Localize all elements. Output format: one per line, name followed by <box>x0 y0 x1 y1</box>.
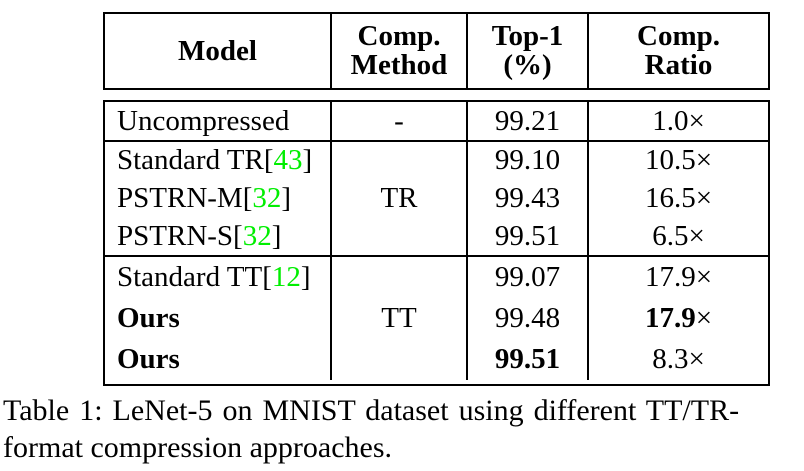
ratio-value: 10.5× <box>644 144 713 177</box>
ratio-value: 8.3× <box>652 343 705 375</box>
method-value: - <box>394 104 404 137</box>
top1-value: 99.07 <box>494 261 561 293</box>
top1-cell: 99.21 <box>468 102 589 140</box>
top1-cell: 99.10 99.43 99.51 <box>468 142 589 255</box>
ratio-cell: 17.9× 17.9× 8.3× <box>589 257 768 380</box>
section-tr: Standard TR[43] PSTRN-M[32] PSTRN-S[32] … <box>105 140 768 255</box>
model-name: Uncompressed <box>117 104 290 137</box>
method-cell: TR <box>332 142 468 255</box>
multiply-sign: × <box>695 181 713 214</box>
table-body: Uncompressed - 99.21 1.0× Standard TR[43… <box>103 100 770 386</box>
section-tt: Standard TT[12] Ours Ours TT 99.07 99.48… <box>105 255 768 380</box>
model-cell: Standard TT[12] Ours Ours <box>105 257 332 380</box>
model-name: PSTRN-M[32] <box>117 181 292 214</box>
ratio-value: 6.5× <box>652 219 705 252</box>
citation-link[interactable]: 12 <box>271 261 301 293</box>
model-name: Ours <box>117 302 180 334</box>
multiply-sign: × <box>688 104 705 137</box>
citation-link[interactable]: 43 <box>273 144 303 177</box>
model-name: Standard TR[43] <box>117 144 313 177</box>
header-label-method: Method <box>350 49 448 81</box>
header-label-model: Model <box>178 34 257 67</box>
caption-line-1: Table 1: LeNet-5 on MNIST dataset using … <box>3 394 740 427</box>
top1-cell: 99.07 99.48 99.51 <box>468 257 589 380</box>
ratio-value: 16.5× <box>644 181 713 214</box>
ratio-value: 1.0× <box>652 104 705 137</box>
model-cell: Uncompressed <box>105 102 332 140</box>
ratio-value: 17.9× <box>644 302 713 334</box>
ratio-cell: 1.0× <box>589 102 768 140</box>
method-value: TR <box>380 182 418 214</box>
table-header: Model Comp. Method Top-1 (%) Comp. Ratio <box>103 12 770 90</box>
top1-value: 99.48 <box>494 302 561 334</box>
citation-link[interactable]: 32 <box>252 181 282 214</box>
top1-value: 99.51 <box>494 343 561 375</box>
header-label-ratio: Ratio <box>644 49 713 81</box>
model-name: PSTRN-S[32] <box>117 219 282 252</box>
method-value: TT <box>381 302 417 334</box>
method-cell: TT <box>332 257 468 380</box>
multiply-sign: × <box>688 219 705 252</box>
model-name: Ours <box>117 343 180 375</box>
header-cell-model: Model <box>105 14 332 88</box>
top1-value: 99.51 <box>494 219 561 252</box>
citation-link[interactable]: 32 <box>242 219 272 252</box>
multiply-sign: × <box>695 302 713 334</box>
ratio-value: 17.9× <box>644 261 713 293</box>
ratio-cell: 10.5× 16.5× 6.5× <box>589 142 768 255</box>
header-cell-comp-ratio: Comp. Ratio <box>589 14 768 88</box>
multiply-sign: × <box>695 261 713 293</box>
method-cell: - <box>332 102 468 140</box>
row-uncompressed: Uncompressed - 99.21 1.0× <box>105 102 768 140</box>
header-label-comp2: Comp. <box>637 20 720 52</box>
top1-value: 99.43 <box>494 181 561 214</box>
model-cell: Standard TR[43] PSTRN-M[32] PSTRN-S[32] <box>105 142 332 255</box>
header-cell-comp-method: Comp. Method <box>332 14 468 88</box>
table-caption: Table 1: LeNet-5 on MNIST dataset using … <box>3 392 802 466</box>
header-label-top1-unit: (%) <box>503 49 552 81</box>
top1-value: 99.21 <box>494 104 561 137</box>
model-name: Standard TT[12] <box>117 261 311 293</box>
header-cell-top1: Top-1 (%) <box>468 14 589 88</box>
header-label-comp: Comp. <box>357 20 441 52</box>
multiply-sign: × <box>695 144 713 177</box>
header-label-top1: Top-1 <box>491 20 564 52</box>
top1-value: 99.10 <box>494 144 561 177</box>
caption-line-2: format compression approaches. <box>3 431 393 464</box>
multiply-sign: × <box>688 343 705 375</box>
